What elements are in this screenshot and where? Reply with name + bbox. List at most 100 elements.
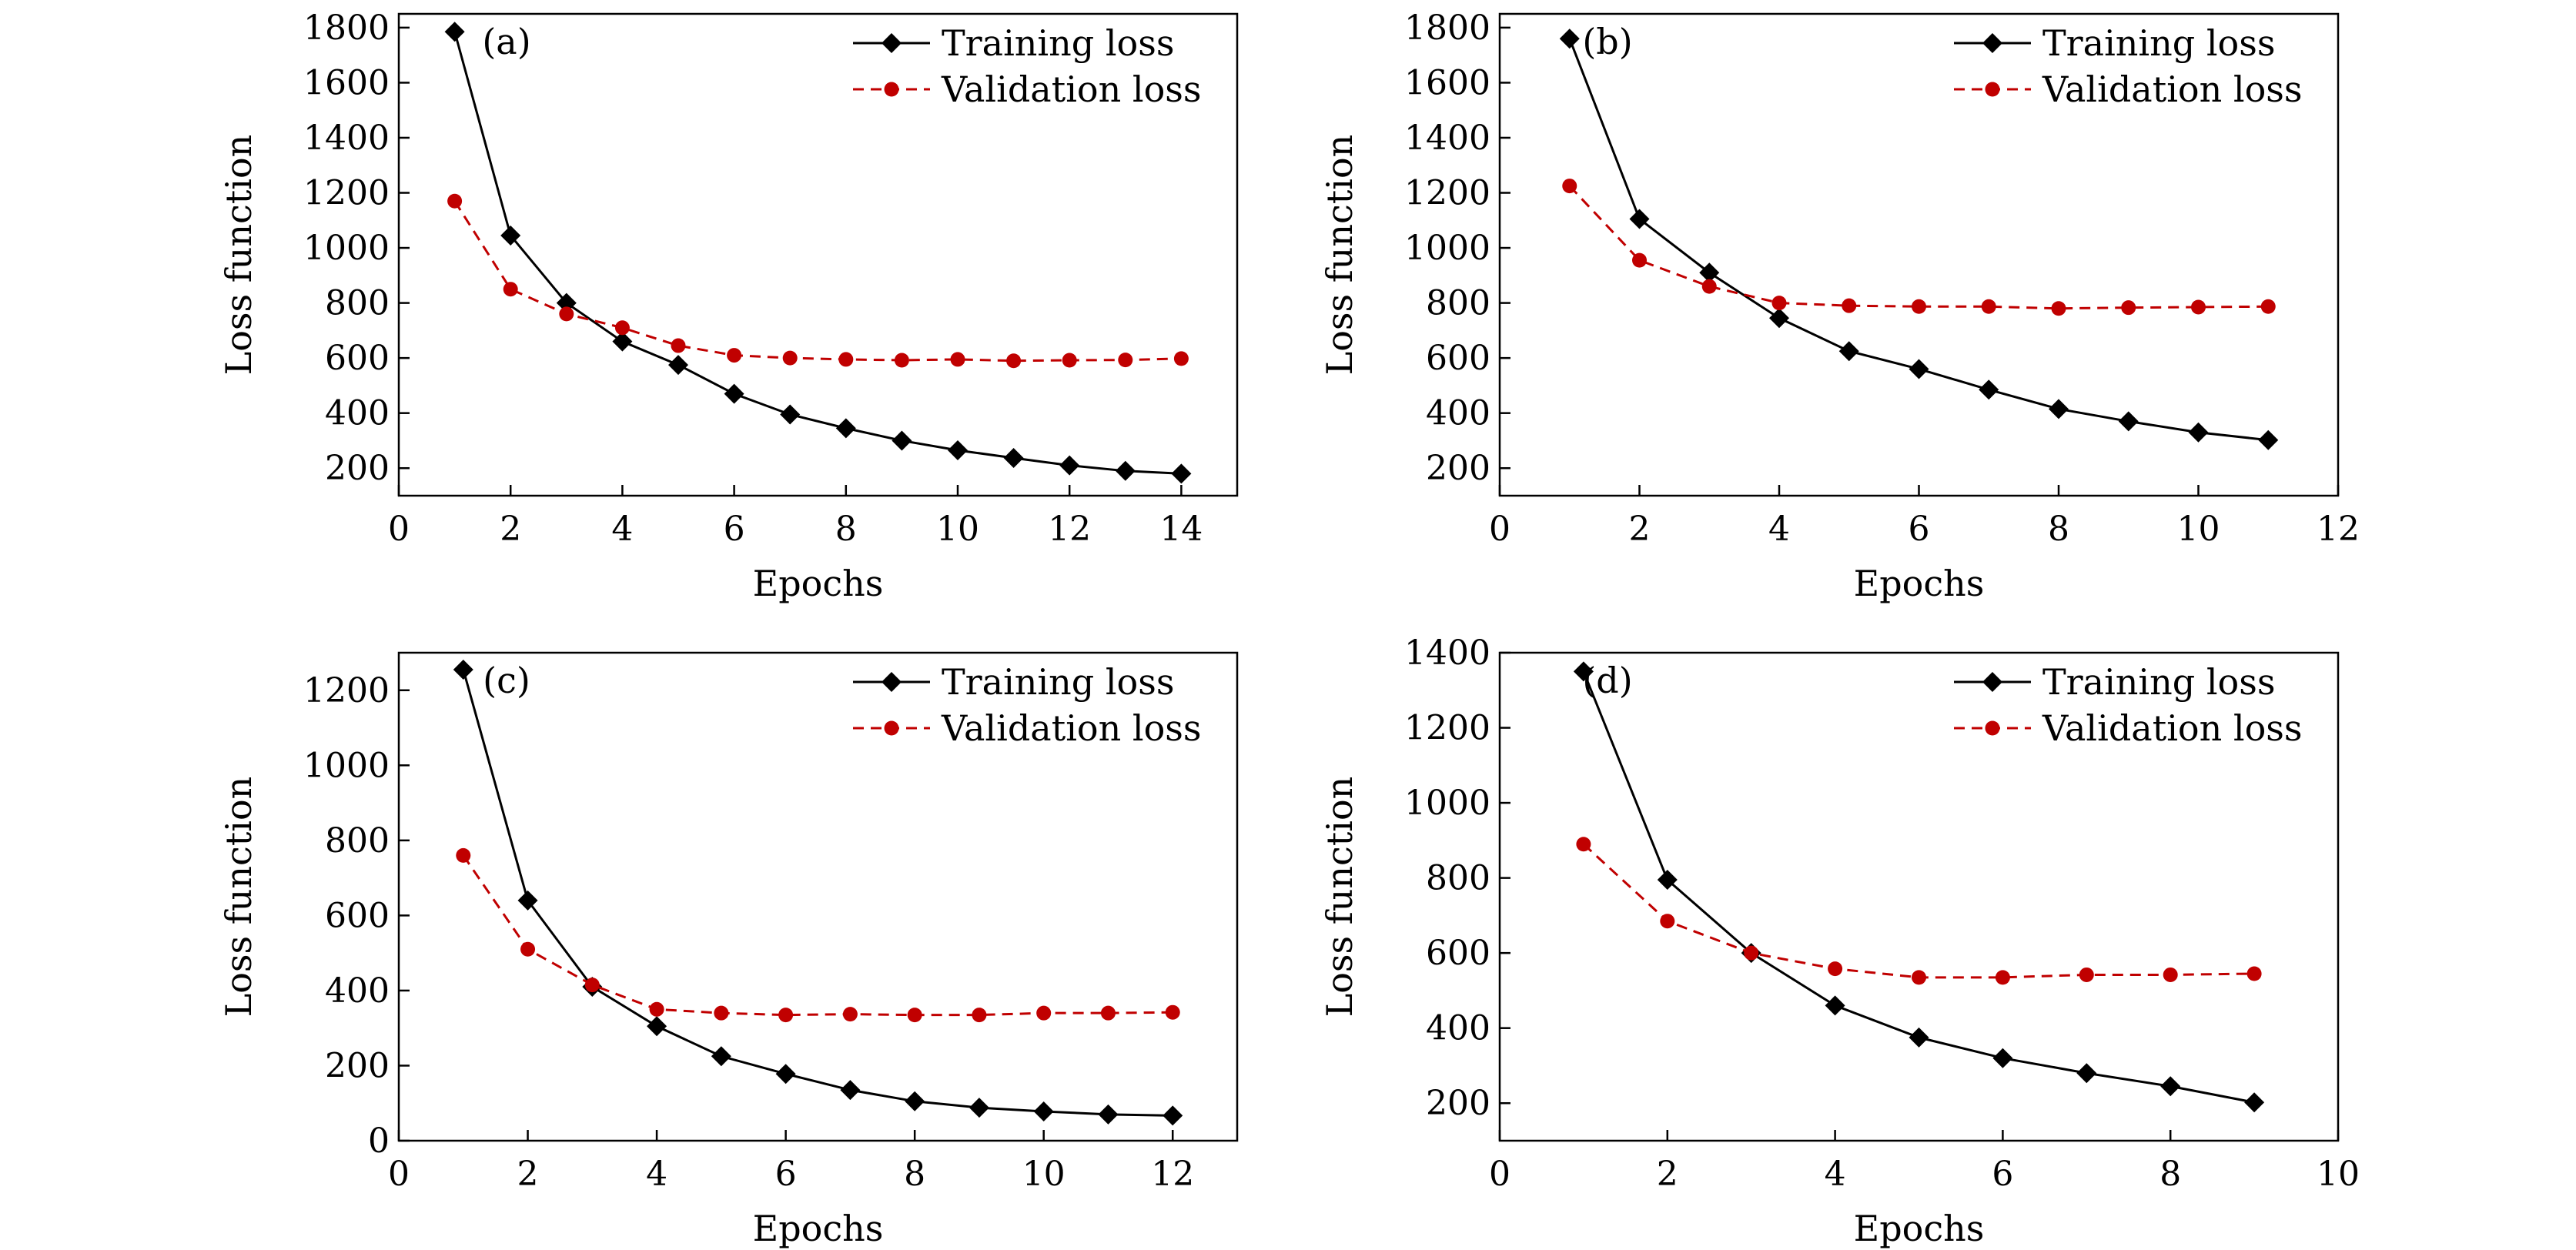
validation-loss-point (1701, 279, 1717, 294)
validation-loss-series (1576, 837, 2262, 985)
validation-loss-point (2260, 299, 2276, 314)
validation-loss-point (1165, 1004, 1180, 1020)
x-tick-label: 4 (1768, 510, 1790, 549)
validation-loss-point (778, 1008, 794, 1023)
legend-validation-label: Validation loss (941, 707, 1201, 749)
training-loss-point (647, 1016, 667, 1037)
y-axis-title: Loss function (1319, 777, 1360, 1018)
validation-loss-point (1842, 298, 1857, 313)
x-tick-label: 10 (2317, 1155, 2360, 1194)
validation-loss-point (559, 306, 574, 322)
training-loss-point (1909, 1027, 1929, 1048)
legend-training-marker (1982, 33, 2002, 53)
training-loss-point (2076, 1063, 2097, 1084)
y-tick-label: 800 (1426, 859, 1490, 898)
validation-loss-point (1100, 1005, 1116, 1021)
x-tick-label: 2 (1629, 510, 1651, 549)
x-tick-label: 8 (904, 1155, 925, 1194)
validation-loss-point (2079, 967, 2094, 982)
training-loss-point (1838, 341, 1859, 362)
training-loss-point (840, 1080, 861, 1101)
legend-validation-label: Validation loss (941, 69, 1201, 110)
training-loss-point (1657, 870, 1678, 891)
y-tick-label: 0 (368, 1121, 390, 1161)
x-tick-label: 8 (2048, 510, 2069, 549)
training-loss-point (892, 430, 912, 451)
chart-panel-a: 0 2 4 6 8 10 12 14 200 400 600 800 1000 1200 1400 1600 1… (218, 8, 1239, 604)
validation-loss-point (842, 1007, 858, 1022)
y-tick-label: 400 (325, 971, 390, 1011)
validation-loss-point (447, 193, 463, 209)
y-tick-label: 1400 (1404, 119, 1490, 158)
y-tick-label: 800 (325, 284, 390, 323)
validation-loss-point (614, 320, 630, 336)
validation-loss-point (503, 282, 518, 297)
training-loss-point (668, 355, 688, 376)
x-tick-label: 2 (1657, 1155, 1678, 1194)
validation-loss-point (1562, 179, 1577, 194)
training-loss-series (453, 659, 1183, 1126)
y-tick-label: 200 (325, 449, 390, 488)
training-loss-point (835, 418, 856, 439)
training-loss-point (612, 331, 633, 352)
training-loss-point (1098, 1104, 1119, 1125)
validation-loss-point (2163, 967, 2178, 982)
x-tick-label: 0 (1489, 510, 1510, 549)
validation-loss-point (1036, 1005, 1052, 1021)
validation-loss-point (838, 352, 854, 367)
y-tick-label: 1200 (303, 174, 390, 213)
legend-validation-marker (884, 82, 899, 97)
x-tick-label: 8 (2159, 1155, 2181, 1194)
validation-loss-point (456, 847, 471, 863)
y-tick-label: 800 (1426, 284, 1490, 323)
validation-loss-line (453, 200, 1182, 363)
validation-loss-point (1744, 945, 1759, 961)
y-tick-label: 600 (325, 339, 390, 378)
validation-loss-point (714, 1005, 729, 1021)
training-loss-point (775, 1064, 796, 1085)
x-tick-label: 14 (1159, 510, 1203, 549)
plot-frame (1498, 651, 2340, 1142)
training-loss-point (2160, 1076, 2181, 1097)
y-tick-label: 1600 (303, 63, 390, 102)
validation-loss-series (456, 847, 1180, 1023)
y-axis-title: Loss function (218, 777, 259, 1018)
x-tick-label: 6 (1992, 1155, 2013, 1194)
validation-loss-point (1828, 961, 1843, 977)
validation-loss-line (462, 854, 1173, 1017)
training-loss-point (1115, 460, 1136, 481)
x-tick-label: 6 (724, 510, 745, 549)
validation-loss-point (2121, 300, 2136, 316)
chart-panel-c: 0 2 4 6 8 10 12 0 200 400 600 800 1000 1200 Epochs Loss… (218, 651, 1239, 1249)
x-tick-label: 12 (1151, 1155, 1194, 1194)
training-loss-line (462, 669, 1173, 1117)
training-loss-point (1979, 379, 1999, 400)
x-tick-label: 4 (611, 510, 633, 549)
chart-panel-b: 0 2 4 6 8 10 12 200 400 600 800 1000 1200 1400 1600 180… (1319, 8, 2360, 604)
legend-validation-marker (884, 720, 899, 736)
y-tick-label: 600 (1426, 934, 1490, 973)
validation-loss-point (1576, 837, 1591, 852)
y-tick-label: 1400 (1404, 633, 1490, 673)
training-loss-point (2118, 411, 2139, 432)
x-tick-label: 6 (775, 1155, 797, 1194)
training-loss-point (2258, 429, 2279, 450)
x-tick-label: 4 (1825, 1155, 1846, 1194)
training-loss-point (500, 225, 521, 246)
training-loss-point (1699, 262, 1720, 283)
x-axis-title: Epochs (753, 563, 884, 604)
x-tick-label: 8 (835, 510, 857, 549)
y-tick-label: 1000 (303, 229, 390, 268)
y-tick-label: 1400 (303, 119, 390, 158)
training-loss-point (1059, 455, 1080, 476)
training-loss-point (724, 383, 744, 404)
legend-validation-label: Validation loss (2042, 69, 2302, 110)
validation-loss-point (782, 350, 798, 366)
legend-validation-marker (1985, 82, 2000, 97)
validation-loss-point (649, 1001, 664, 1017)
training-loss-point (444, 22, 465, 42)
y-tick-label: 1600 (1404, 63, 1490, 102)
validation-loss-point (1995, 970, 2010, 985)
x-tick-label: 10 (1022, 1155, 1066, 1194)
